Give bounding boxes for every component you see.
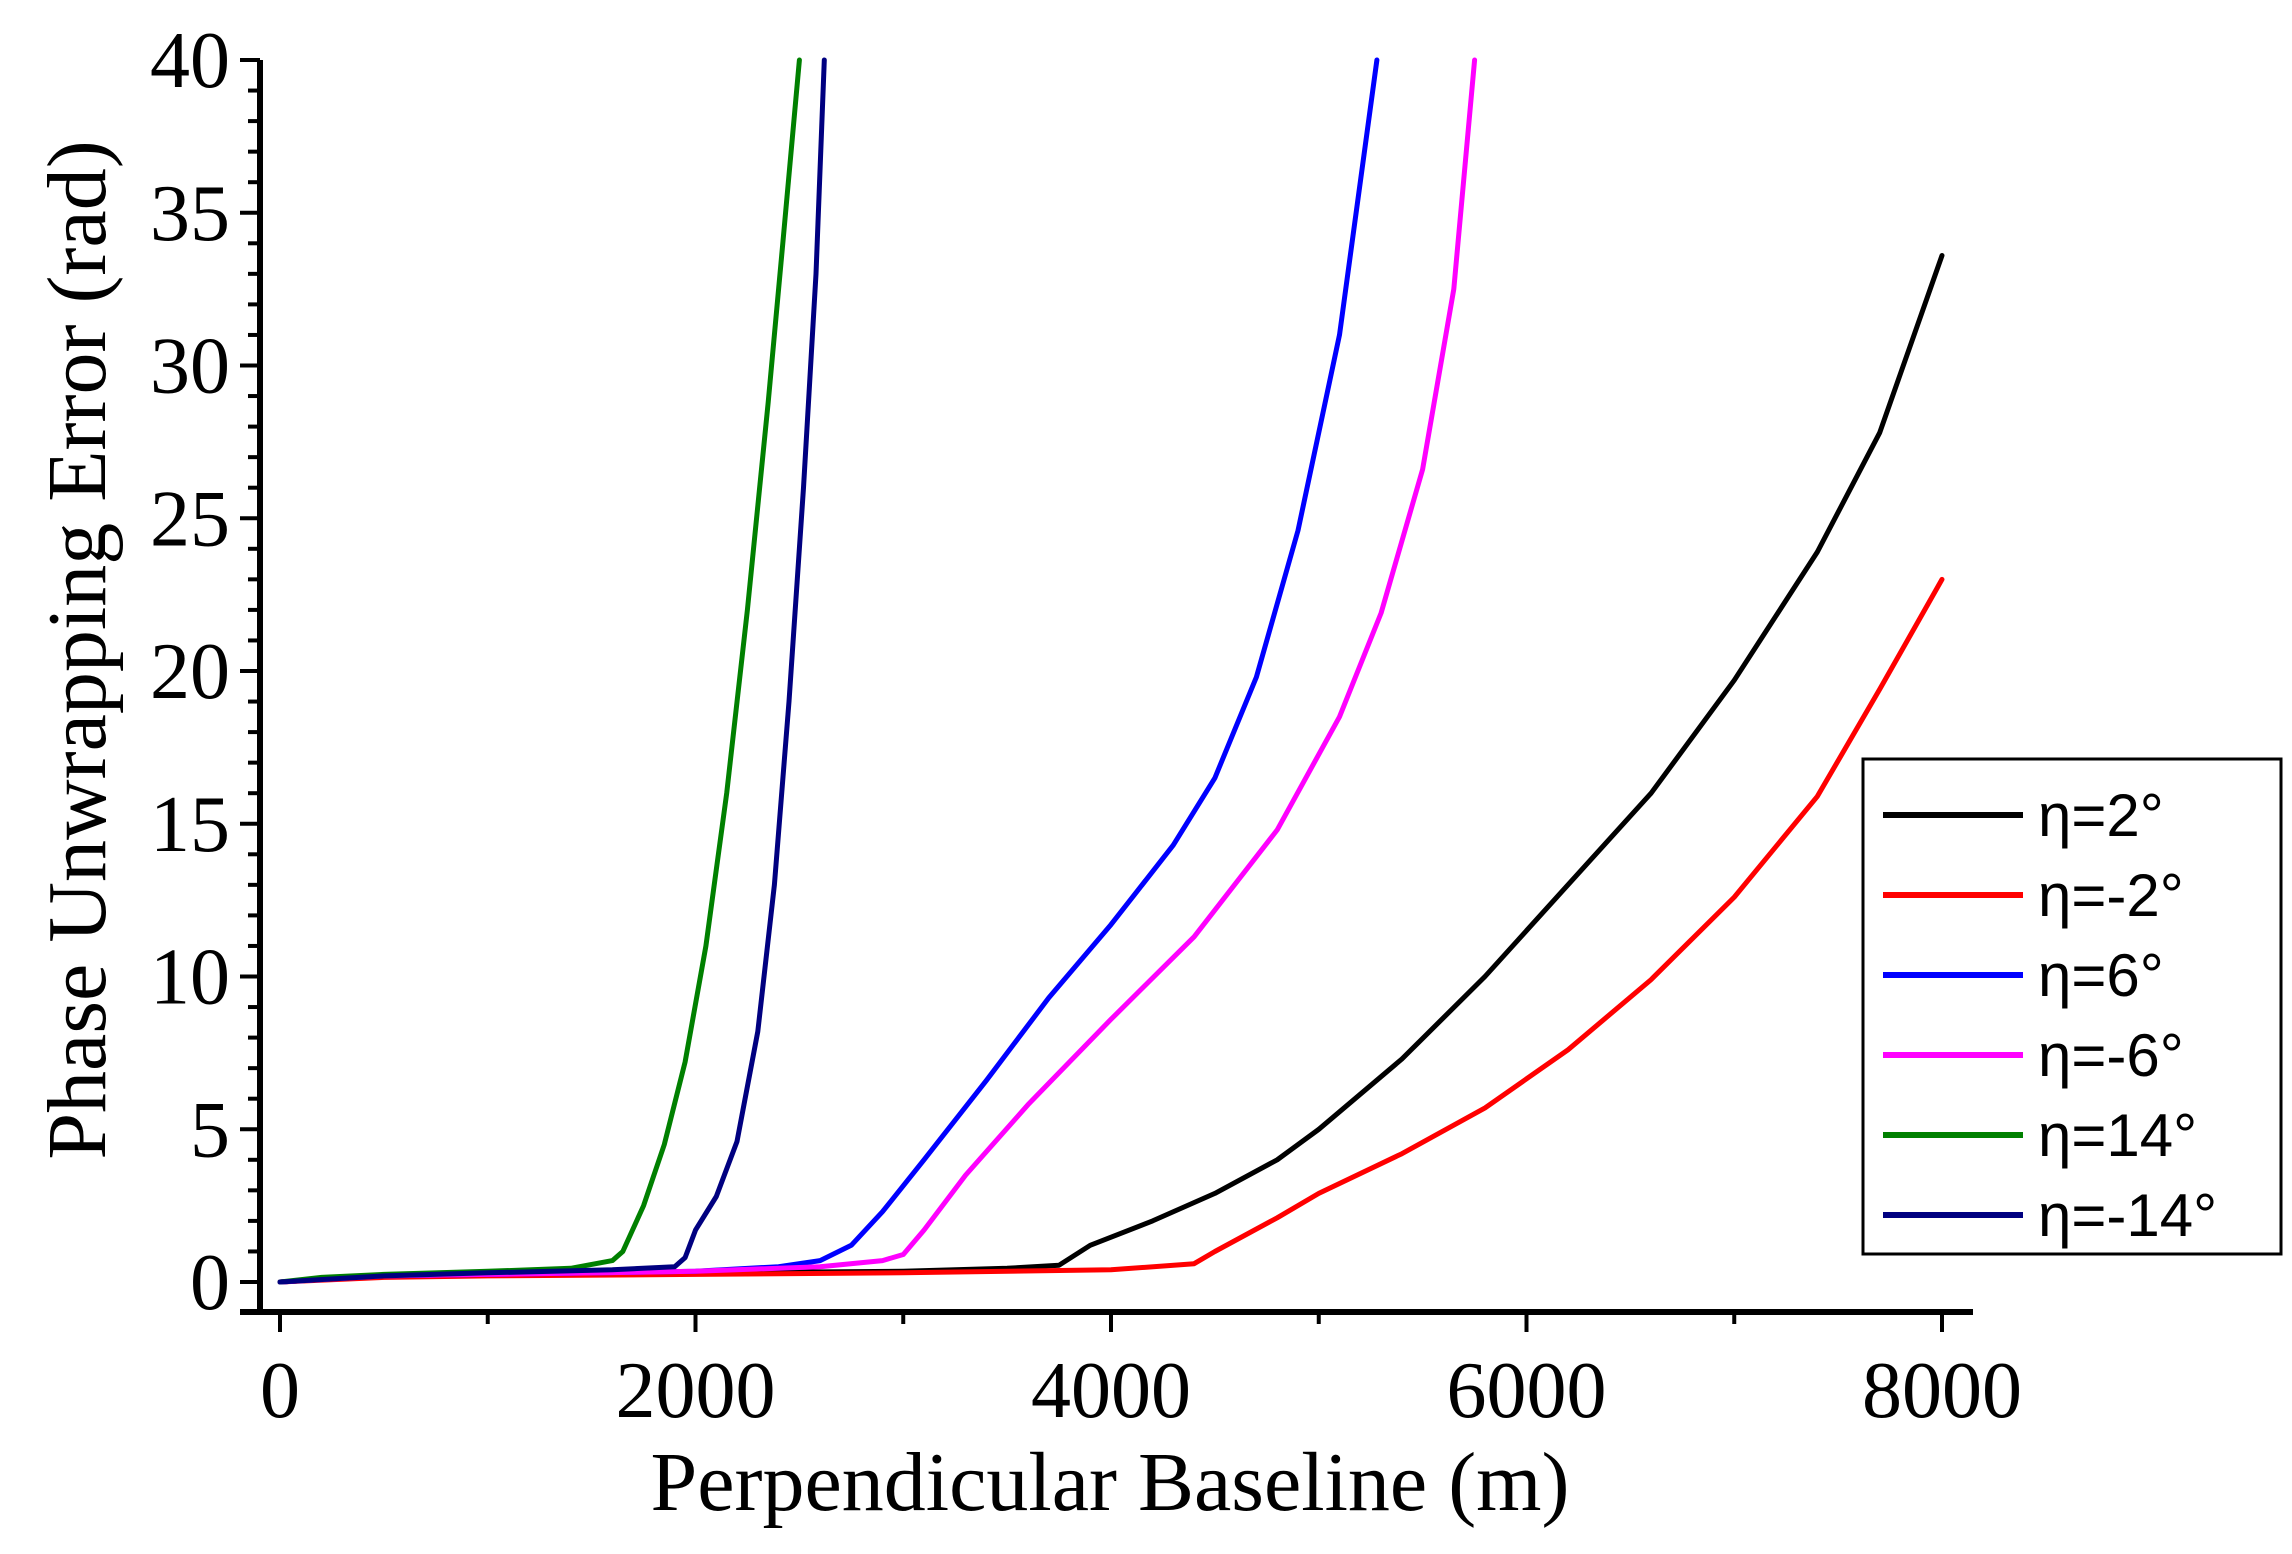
legend-box (1861, 757, 2283, 1256)
series-line (277, 57, 1478, 1285)
y-tick-label: 30 (150, 323, 230, 411)
series-line (277, 253, 1945, 1285)
x-tick-label: 2000 (616, 1347, 776, 1435)
legend-label: η=2° (2038, 782, 2164, 849)
ticks: 0 2000 4000 6000 8000 0 5 10 15 20 25 30 35 40 (150, 17, 2022, 1435)
y-tick-label: 20 (150, 628, 230, 716)
y-axis-title: Phase Unwrapping Error (rad) (31, 140, 124, 1159)
x-axis-title: Perpendicular Baseline (m) (651, 1436, 1570, 1529)
legend-label: η=-2° (2038, 862, 2184, 929)
y-tick-label: 25 (150, 475, 230, 563)
series-line (277, 57, 827, 1285)
x-tick-label: 8000 (1862, 1347, 2022, 1435)
legend: η=2° η=-2° η=6° η=-6° η=14° η=-14° (1861, 757, 2283, 1256)
legend-label: η=-14° (2038, 1182, 2217, 1249)
y-tick-label: 0 (190, 1239, 230, 1327)
plot-lines (277, 57, 1945, 1285)
legend-label: η=6° (2038, 942, 2164, 1009)
axes (240, 60, 1973, 1315)
x-tick-label: 4000 (1031, 1347, 1191, 1435)
x-tick-label: 6000 (1447, 1347, 1607, 1435)
series-line (277, 57, 1380, 1285)
y-tick-label: 15 (150, 781, 230, 869)
x-tick-label: 0 (260, 1347, 300, 1435)
legend-label: η=-6° (2038, 1022, 2184, 1089)
series-line (277, 57, 802, 1285)
series-line (277, 576, 1945, 1285)
y-tick-label: 35 (150, 170, 230, 258)
legend-label: η=14° (2038, 1102, 2197, 1169)
y-tick-label: 40 (150, 17, 230, 105)
y-tick-label: 5 (190, 1086, 230, 1174)
y-tick-label: 10 (150, 934, 230, 1022)
